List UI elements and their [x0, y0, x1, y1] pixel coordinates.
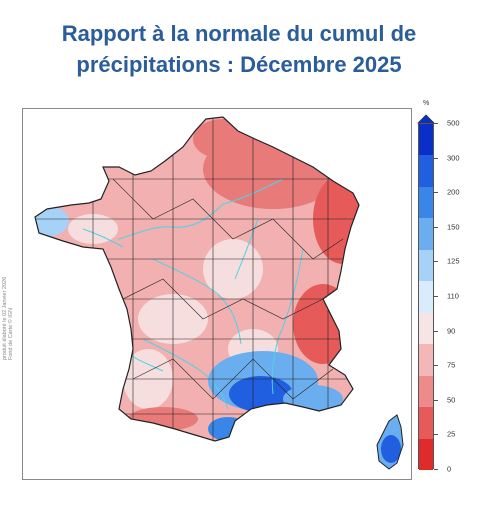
- legend-tick-mark: [434, 399, 438, 401]
- legend-color-step: [419, 249, 433, 282]
- legend-tick-label: 500: [447, 118, 460, 128]
- legend-tick-label: 110: [447, 291, 459, 301]
- mainland-outline: [34, 116, 360, 442]
- legend-tick-mark: [434, 296, 438, 297]
- legend-unit: %: [423, 100, 430, 107]
- legend-tick-label: 125: [447, 256, 460, 266]
- legend-tick-mark: [434, 157, 438, 159]
- basemap-credit: Fond de Carte © IGN: [8, 307, 14, 360]
- legend-color-step: [419, 344, 433, 377]
- map-title: Rapport à la normale du cumul de précipi…: [0, 18, 478, 80]
- legend-color-step: [419, 218, 433, 251]
- legend-tick-mark: [434, 192, 438, 194]
- legend-color-step: [419, 186, 433, 219]
- legend-color-bar: [418, 123, 434, 471]
- legend-color-step: [419, 312, 433, 345]
- legend-tick-mark: [434, 261, 438, 263]
- legend-color-step: [419, 375, 433, 408]
- legend-tick-mark: [434, 365, 438, 367]
- legend-tick-mark: [434, 330, 438, 332]
- france-precipitation-map: [34, 116, 404, 470]
- legend-tick-label: 200: [447, 187, 460, 197]
- legend-color-step: [419, 438, 433, 471]
- legend-color-step: [419, 281, 433, 314]
- legend-tick-label: 150: [447, 222, 460, 232]
- legend-color-step: [419, 155, 433, 188]
- legend-tick-label: 90: [447, 326, 456, 336]
- legend-tick-mark: [434, 226, 438, 228]
- legend-tick-mark: [434, 123, 438, 124]
- legend-tick-mark: [434, 434, 438, 436]
- title-line-2: précipitations : Décembre 2025: [76, 52, 402, 77]
- legend-tick-label: 75: [447, 360, 456, 370]
- legend-color-step: [419, 124, 433, 156]
- credits: produit élaboré le 02 Janvier 2026 Fond …: [2, 260, 14, 360]
- legend-tick-label: 50: [447, 395, 456, 405]
- title-line-1: Rapport à la normale du cumul de: [61, 21, 417, 46]
- legend-tick-mark: [434, 469, 438, 470]
- corsica-outline: [376, 414, 404, 470]
- legend-tick-label: 0: [447, 464, 452, 474]
- legend-color-step: [419, 407, 433, 440]
- legend-tick-label: 25: [447, 429, 456, 439]
- legend-tick-label: 300: [447, 153, 460, 163]
